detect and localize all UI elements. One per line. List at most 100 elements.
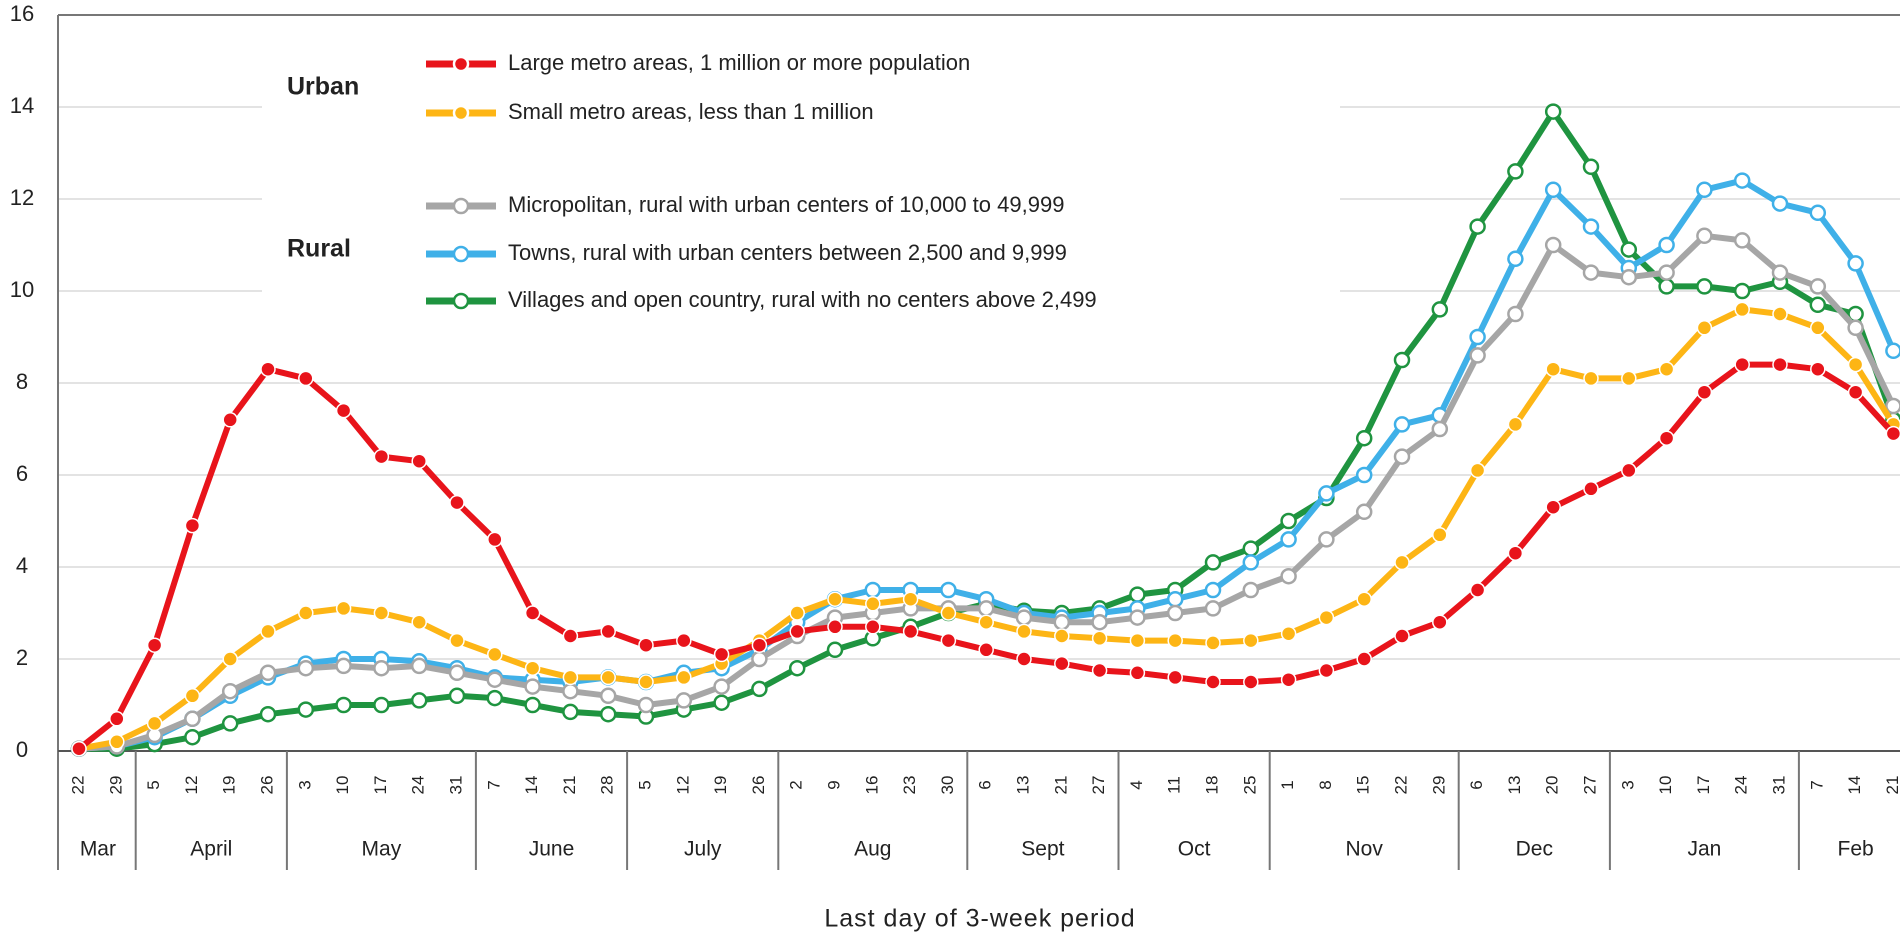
x-tick-label: 1 bbox=[1278, 780, 1297, 789]
data-point bbox=[1696, 278, 1713, 295]
data-point bbox=[1847, 384, 1864, 400]
data-point bbox=[410, 657, 428, 675]
x-tick-label: 30 bbox=[938, 776, 957, 795]
data-point bbox=[562, 703, 579, 721]
x-tick-label: 17 bbox=[1694, 776, 1713, 795]
data-point bbox=[1280, 531, 1297, 548]
data-point bbox=[713, 646, 730, 663]
data-point bbox=[1280, 671, 1297, 688]
data-point bbox=[638, 637, 654, 653]
data-point bbox=[487, 531, 503, 548]
data-point bbox=[1582, 264, 1600, 281]
x-tick-label: 24 bbox=[409, 776, 428, 795]
data-point bbox=[1658, 278, 1675, 295]
x-tick-label: 3 bbox=[1618, 780, 1637, 789]
data-point bbox=[1091, 613, 1108, 631]
x-tick-label: 22 bbox=[1391, 776, 1410, 795]
data-point bbox=[335, 696, 352, 714]
data-point bbox=[1583, 481, 1599, 497]
x-tick-label: 23 bbox=[900, 776, 919, 795]
data-point bbox=[1242, 540, 1260, 557]
x-tick-label: 19 bbox=[711, 776, 730, 795]
data-point bbox=[789, 605, 805, 621]
data-point bbox=[1167, 669, 1183, 686]
data-point bbox=[335, 657, 352, 675]
data-point bbox=[1696, 320, 1713, 336]
legend-label: Small metro areas, less than 1 million bbox=[508, 99, 874, 124]
data-point bbox=[1658, 264, 1675, 281]
data-point bbox=[298, 370, 314, 387]
data-point bbox=[1129, 665, 1146, 681]
month-label: Feb bbox=[1838, 838, 1874, 861]
data-point bbox=[71, 740, 87, 757]
data-point bbox=[1583, 370, 1599, 387]
data-point bbox=[221, 715, 239, 732]
data-point bbox=[524, 696, 541, 714]
data-point bbox=[1545, 499, 1561, 515]
data-point bbox=[410, 692, 428, 709]
x-tick-label: 14 bbox=[522, 776, 541, 795]
data-point bbox=[1733, 282, 1751, 300]
data-point bbox=[486, 689, 504, 707]
data-point bbox=[1734, 301, 1750, 318]
data-point bbox=[1355, 429, 1373, 447]
data-point bbox=[940, 581, 957, 599]
data-point bbox=[789, 623, 805, 640]
data-point bbox=[1394, 554, 1410, 571]
data-point bbox=[1053, 613, 1071, 631]
legend-group-label: Urban bbox=[287, 73, 359, 101]
data-point bbox=[1620, 268, 1638, 286]
data-point bbox=[1469, 462, 1486, 479]
data-point bbox=[599, 687, 617, 705]
data-point bbox=[826, 641, 844, 659]
data-point bbox=[1393, 448, 1411, 465]
data-point bbox=[449, 494, 465, 511]
legend-label: Micropolitan, rural with urban centers o… bbox=[508, 192, 1064, 217]
month-label: Oct bbox=[1178, 838, 1211, 861]
legend-label: Large metro areas, 1 million or more pop… bbox=[508, 50, 970, 75]
data-point bbox=[1318, 531, 1335, 548]
data-point bbox=[1394, 628, 1410, 644]
legend-background bbox=[262, 36, 1340, 322]
data-point bbox=[1620, 241, 1638, 258]
data-point bbox=[1431, 420, 1449, 438]
legend-marker bbox=[452, 55, 470, 73]
data-point bbox=[1810, 361, 1826, 377]
x-tick-label: 31 bbox=[446, 776, 465, 795]
data-point bbox=[297, 701, 315, 718]
x-tick-label: 12 bbox=[673, 776, 692, 795]
data-point bbox=[676, 669, 692, 686]
data-point bbox=[637, 696, 655, 714]
data-point bbox=[1885, 397, 1900, 415]
data-point bbox=[1243, 674, 1259, 690]
month-label: Dec bbox=[1516, 838, 1553, 861]
data-point bbox=[1431, 301, 1449, 318]
x-tick-label: 9 bbox=[824, 780, 843, 789]
data-point bbox=[600, 669, 616, 686]
x-tick-label: 25 bbox=[1240, 776, 1259, 795]
data-point bbox=[902, 623, 919, 640]
data-point bbox=[1054, 655, 1070, 672]
data-point bbox=[751, 680, 768, 698]
x-tick-label: 29 bbox=[106, 776, 125, 795]
data-point bbox=[184, 688, 201, 704]
legend-group-label: Rural bbox=[287, 235, 351, 263]
data-point bbox=[562, 628, 579, 644]
data-point bbox=[1204, 600, 1222, 617]
data-point bbox=[448, 664, 466, 682]
x-tick-label: 29 bbox=[1429, 776, 1448, 795]
data-point bbox=[1356, 651, 1372, 667]
data-point bbox=[109, 734, 125, 750]
data-point bbox=[1771, 264, 1789, 281]
data-point bbox=[1734, 356, 1750, 373]
data-point bbox=[373, 448, 390, 465]
x-tick-label: 21 bbox=[560, 776, 579, 795]
data-point bbox=[1469, 347, 1486, 364]
data-point bbox=[902, 591, 919, 607]
data-point bbox=[1544, 181, 1562, 199]
data-point bbox=[1809, 278, 1827, 295]
data-point bbox=[184, 710, 201, 728]
series-line bbox=[78, 306, 1896, 752]
data-point bbox=[1129, 609, 1146, 626]
